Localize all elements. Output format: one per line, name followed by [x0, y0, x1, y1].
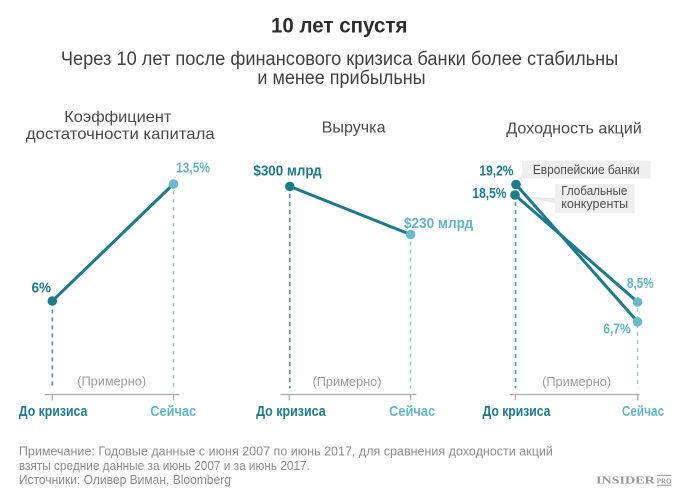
svg-text:19,2%: 19,2% — [479, 163, 513, 180]
svg-text:конкуренты: конкуренты — [561, 197, 628, 211]
svg-text:18,5%: 18,5% — [472, 185, 506, 202]
svg-text:Сейчас: Сейчас — [389, 403, 435, 420]
svg-text:Сейчас: Сейчас — [622, 403, 664, 420]
svg-text:Примечание: Годовые данные с и: Примечание: Годовые данные с июня 2007 п… — [19, 443, 553, 458]
svg-text:INSIDER: INSIDER — [596, 475, 656, 487]
svg-text:(Примерно): (Примерно) — [542, 374, 611, 389]
svg-text:Выручка: Выручка — [322, 119, 386, 136]
svg-text:Глобальные: Глобальные — [561, 184, 627, 198]
svg-text:$300 млрд: $300 млрд — [253, 162, 322, 179]
svg-text:PRO: PRO — [657, 476, 672, 485]
svg-text:Доходность акций: Доходность акций — [506, 120, 642, 137]
svg-text:До кризиса: До кризиса — [483, 403, 551, 420]
svg-text:Сейчас: Сейчас — [150, 403, 196, 420]
svg-text:Коэффициент: Коэффициент — [64, 109, 172, 126]
svg-text:Через 10 лет после финансового: Через 10 лет после финансового кризиса б… — [61, 49, 618, 70]
svg-text:6%: 6% — [32, 280, 52, 297]
svg-text:$230 млрд: $230 млрд — [404, 215, 474, 232]
svg-text:и менее прибыльны: и менее прибыльны — [257, 68, 425, 89]
svg-text:6,7%: 6,7% — [603, 321, 630, 338]
svg-text:8,5%: 8,5% — [627, 275, 654, 292]
svg-text:13,5%: 13,5% — [176, 160, 210, 177]
svg-text:(Примерно): (Примерно) — [77, 374, 146, 389]
svg-text:взяты средние данные за июнь 2: взяты средние данные за июнь 2007 и за и… — [19, 458, 310, 473]
svg-text:(Примерно): (Примерно) — [312, 374, 381, 389]
svg-text:10 лет спустя: 10 лет спустя — [271, 14, 408, 38]
svg-text:достаточности капитала: достаточности капитала — [26, 126, 215, 143]
svg-text:До кризиса: До кризиса — [19, 403, 88, 420]
svg-text:Европейские банки: Европейские банки — [533, 163, 640, 177]
svg-text:До кризиса: До кризиса — [256, 403, 326, 420]
svg-text:Источники: Оливер Виман, Bloom: Источники: Оливер Виман, Bloomberg — [19, 472, 231, 487]
